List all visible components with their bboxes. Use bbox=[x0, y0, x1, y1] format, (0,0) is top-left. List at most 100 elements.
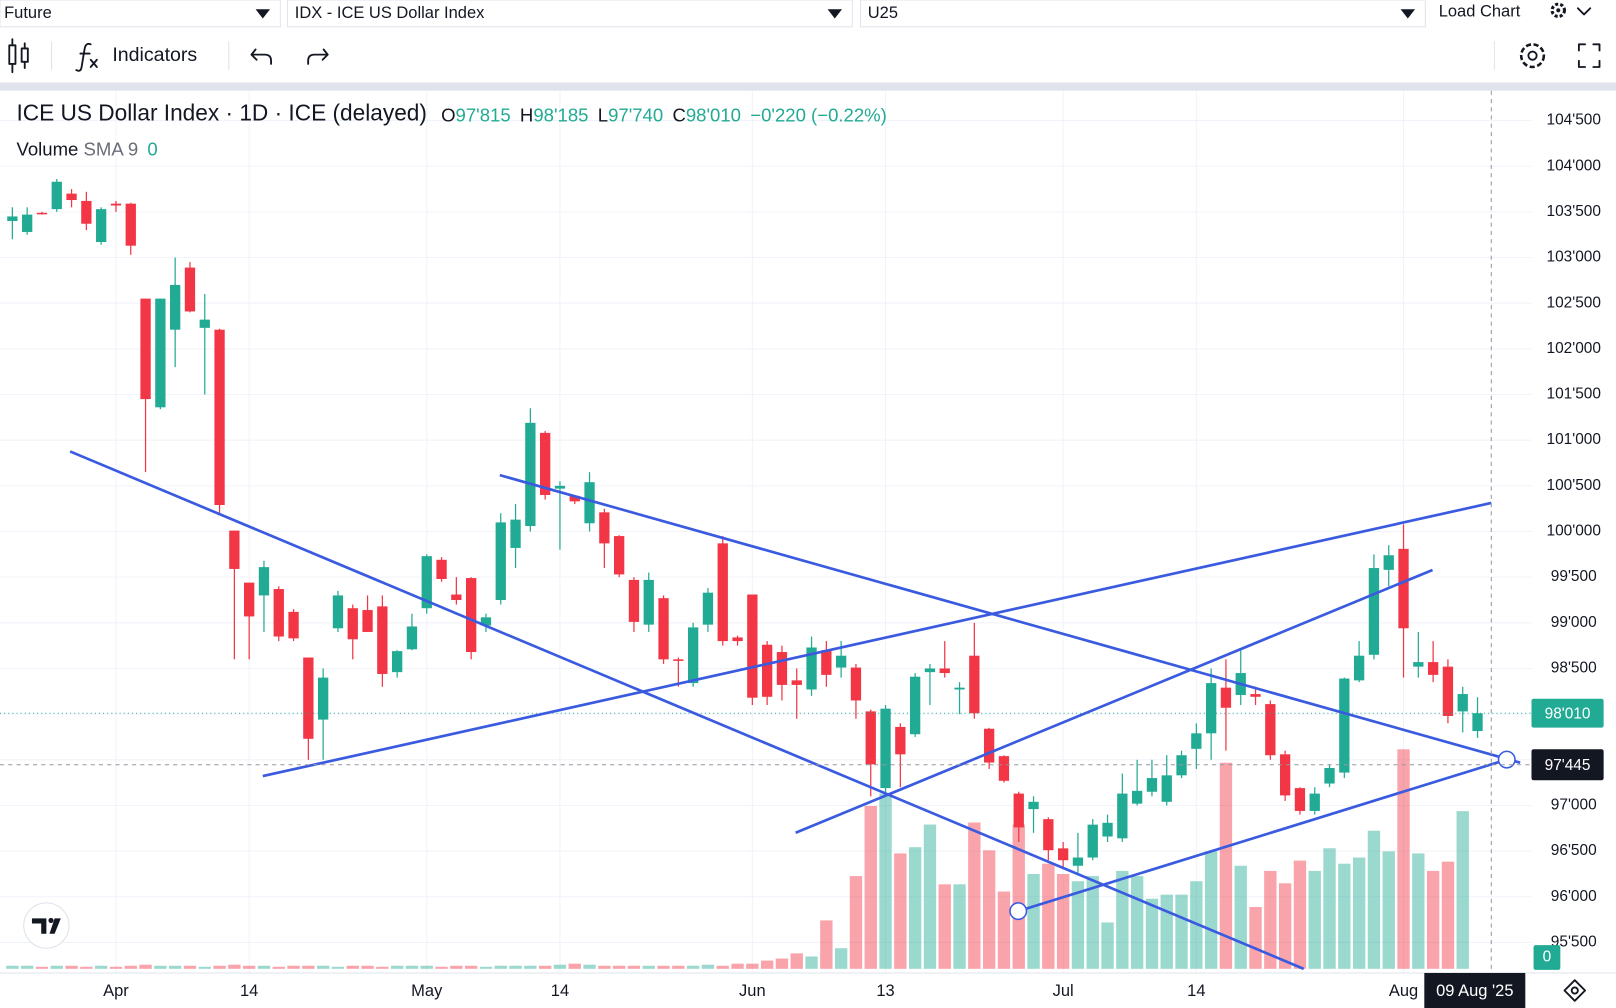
gear-icon-center[interactable] bbox=[1527, 50, 1538, 61]
dropdown-arrow[interactable] bbox=[1400, 9, 1416, 19]
load-chart-button[interactable]: Load Chart bbox=[1439, 3, 1521, 21]
time-axis[interactable] bbox=[0, 972, 1616, 1008]
candle-body bbox=[110, 203, 122, 206]
contract-dropdown-label[interactable]: U25 bbox=[868, 4, 898, 22]
chart-type-button[interactable] bbox=[8, 38, 29, 74]
gear-icon-center[interactable] bbox=[1556, 8, 1561, 13]
chevron-icon[interactable] bbox=[1576, 7, 1592, 16]
time-axis-settings[interactable] bbox=[1563, 979, 1587, 1002]
candle-body bbox=[81, 200, 92, 224]
indicators-label[interactable]: Indicators bbox=[112, 44, 197, 66]
volume-bar bbox=[242, 965, 256, 969]
candle-body bbox=[747, 594, 758, 698]
dropdown-arrow[interactable] bbox=[255, 9, 271, 19]
crosshair-price-box bbox=[1531, 749, 1604, 781]
fullscreen-button[interactable] bbox=[1577, 43, 1601, 68]
gear-icon[interactable] bbox=[1519, 43, 1546, 69]
logo-mark[interactable] bbox=[31, 918, 61, 934]
symbol-dropdown[interactable] bbox=[287, 0, 853, 28]
volume-bar bbox=[1012, 824, 1025, 969]
candle-body bbox=[658, 598, 669, 660]
candle-body bbox=[850, 667, 862, 701]
volume-bar bbox=[820, 920, 833, 969]
fx-icon[interactable] bbox=[75, 42, 92, 72]
undo-button[interactable] bbox=[250, 48, 272, 65]
trend-line[interactable] bbox=[499, 473, 1521, 764]
volume-bar bbox=[331, 966, 345, 969]
candle-body bbox=[1013, 793, 1024, 828]
volume-bar bbox=[1293, 860, 1307, 969]
candle-body bbox=[1161, 775, 1172, 802]
candle-body bbox=[821, 650, 832, 675]
volume-bar bbox=[686, 965, 700, 969]
tradingview-logo[interactable] bbox=[23, 902, 70, 949]
volume-bar bbox=[405, 965, 419, 969]
axis-settings-icon[interactable] bbox=[1563, 979, 1587, 1002]
candle-body bbox=[214, 329, 225, 506]
trend-handle[interactable] bbox=[1009, 902, 1028, 921]
grid bbox=[0, 90, 1532, 973]
candle-body bbox=[466, 578, 477, 653]
candle-body bbox=[22, 214, 33, 232]
settings-menu[interactable] bbox=[1550, 2, 1592, 19]
volume-bar bbox=[183, 965, 197, 969]
volume-legend-name: Volume bbox=[16, 138, 78, 159]
volume-bar bbox=[1219, 762, 1233, 969]
candle-body bbox=[51, 181, 62, 210]
volume-bar bbox=[1086, 876, 1099, 969]
candle-body bbox=[761, 644, 773, 697]
volume-bar bbox=[1234, 865, 1247, 969]
gear-icon[interactable] bbox=[1550, 2, 1567, 19]
volume-bar bbox=[213, 965, 226, 969]
trend-line[interactable] bbox=[795, 568, 1434, 835]
toolbar-divider bbox=[0, 82, 1616, 91]
volume-bar bbox=[1338, 863, 1351, 969]
volume-bar bbox=[1160, 894, 1173, 969]
volume-bar bbox=[1308, 870, 1321, 969]
trend-line[interactable] bbox=[1017, 758, 1508, 913]
x-tick-label: 14 bbox=[1187, 982, 1205, 1000]
chart-settings-button[interactable] bbox=[1519, 43, 1546, 69]
type-dropdown[interactable] bbox=[0, 0, 281, 28]
y-tick-label: 102'500 bbox=[1547, 294, 1601, 311]
ohlc-value: 98'185 bbox=[533, 104, 588, 125]
dropdown-arrow[interactable] bbox=[827, 9, 843, 19]
candle-body bbox=[1294, 788, 1306, 811]
volume-bar bbox=[464, 965, 478, 969]
volume-bar bbox=[908, 847, 922, 969]
trend-line[interactable] bbox=[262, 501, 1492, 778]
volume-legend-value: 0 bbox=[147, 138, 157, 159]
y-tick-label: 104'500 bbox=[1547, 112, 1601, 129]
volume-bar bbox=[982, 850, 996, 969]
volume-bar bbox=[701, 964, 715, 969]
volume-bar bbox=[272, 966, 285, 969]
volume-bar bbox=[1323, 848, 1336, 969]
redo-button[interactable] bbox=[307, 48, 329, 65]
candle-body bbox=[806, 647, 817, 690]
y-tick-label: 103'500 bbox=[1547, 203, 1601, 220]
candle-body bbox=[1191, 733, 1202, 749]
ohlc-key: H bbox=[520, 104, 533, 125]
trend-line[interactable] bbox=[69, 450, 1305, 971]
axis-settings-icon[interactable] bbox=[1570, 986, 1579, 995]
candle-body bbox=[7, 216, 18, 222]
candle-body bbox=[954, 687, 965, 690]
trend-handle[interactable] bbox=[1497, 750, 1516, 769]
indicators-button[interactable]: Indicators bbox=[75, 42, 197, 72]
candle-body bbox=[1102, 822, 1113, 837]
price-axis[interactable] bbox=[1531, 90, 1616, 973]
symbol-dropdown-label[interactable]: IDX - ICE US Dollar Index bbox=[295, 4, 485, 22]
candle-body bbox=[865, 711, 876, 765]
type-dropdown-label[interactable]: Future bbox=[4, 4, 52, 22]
fx-icon[interactable] bbox=[89, 58, 98, 68]
volume-bar bbox=[1278, 883, 1292, 969]
contract-dropdown[interactable] bbox=[860, 0, 1426, 28]
candle-body bbox=[318, 677, 329, 720]
candle-body bbox=[229, 530, 240, 569]
logo-dot[interactable] bbox=[48, 917, 54, 923]
volume-bar bbox=[80, 966, 93, 969]
volume-bar bbox=[1056, 874, 1070, 969]
crosshair-date-box bbox=[1424, 972, 1526, 1008]
candle-body bbox=[539, 432, 551, 495]
